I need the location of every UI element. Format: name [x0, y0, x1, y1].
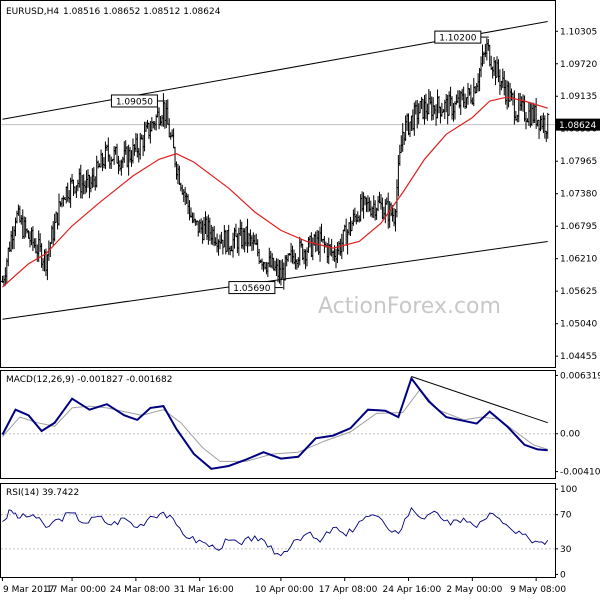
price-axis-tick-label: 1.06795 — [560, 222, 597, 232]
rsi-panel-frame — [0, 483, 556, 578]
rsi-axis-tick-label: 70 — [560, 511, 572, 521]
annotation-label: 1.10200 — [439, 34, 476, 44]
time-axis-label: 10 Apr 00:00 — [255, 585, 314, 595]
ohlc-bar — [546, 112, 550, 139]
time-axis-label: 31 Mar 16:00 — [174, 585, 234, 595]
time-axis-label: 9 Mar 2017 — [3, 585, 54, 595]
watermark-text: ActionForex.com — [318, 294, 501, 319]
annotation-box — [434, 30, 482, 44]
time-axis-label: 9 May 08:00 — [510, 585, 566, 595]
price-panel: 1.09050 1.05690 1.10200 1.10305 1.09720 1.091… — [0, 21, 600, 362]
moving-average-line — [2, 96, 548, 288]
lower-channel-line — [2, 241, 548, 320]
price-axis-tick-label: 1.04455 — [560, 352, 597, 362]
time-axis-label: 24 Mar 08:00 — [110, 585, 170, 595]
annotation-box — [228, 281, 276, 295]
macd-axis-tick-label: 0.00 — [560, 430, 580, 440]
symbol-label: EURUSD,H4 — [6, 7, 59, 17]
macd-signal-line — [2, 388, 548, 462]
rsi-panel: 100 70 30 0 — [1, 485, 577, 580]
time-axis-label: 17 Apr 08:00 — [319, 585, 378, 595]
price-axis-tick-label: 1.07965 — [560, 157, 597, 167]
rsi-line — [2, 507, 549, 557]
annotation-label: 1.05690 — [233, 284, 270, 294]
time-axis-label: 17 Mar 00:00 — [46, 585, 106, 595]
macd-panel: 0.006319 0.00 -0.004102 — [1, 371, 600, 478]
annotation-box — [110, 94, 158, 108]
last-price-label: 1.08624 — [559, 121, 596, 131]
annotation-label: 1.09050 — [116, 97, 153, 107]
time-axis-label: 2 May 00:00 — [446, 585, 502, 595]
price-panel-frame — [0, 0, 556, 368]
macd-panel-frame — [0, 370, 556, 479]
macd-axis-tick-label: -0.004102 — [560, 468, 600, 478]
price-axis-tick-label: 1.10305 — [560, 27, 597, 37]
rsi-title: RSI(14) 39.7422 — [6, 488, 79, 498]
time-axis-label: 24 Apr 16:00 — [383, 585, 442, 595]
macd-axis-tick-label: 0.006319 — [560, 371, 600, 381]
rsi-axis-tick-label: 0 — [560, 570, 566, 580]
price-axis-tick-label: 1.09135 — [560, 92, 597, 102]
price-axis-tick-label: 1.05040 — [560, 320, 597, 330]
macd-title: MACD(12,26,9) -0.001827 -0.001682 — [6, 375, 172, 385]
price-axis-tick-label: 1.07380 — [560, 190, 597, 200]
rsi-axis-tick-label: 100 — [560, 485, 577, 495]
rsi-axis-tick-label: 30 — [560, 545, 572, 555]
price-axis-tick-label: 1.06210 — [560, 255, 597, 265]
price-axis-tick-label: 1.09720 — [560, 60, 597, 70]
macd-main-line — [1, 376, 548, 470]
ohlc-readout: 1.08516 1.08652 1.08512 1.08624 — [63, 7, 221, 17]
last-price-box — [556, 118, 600, 131]
price-axis-tick-label: 1.05625 — [560, 287, 597, 297]
macd-trendline — [411, 376, 548, 424]
